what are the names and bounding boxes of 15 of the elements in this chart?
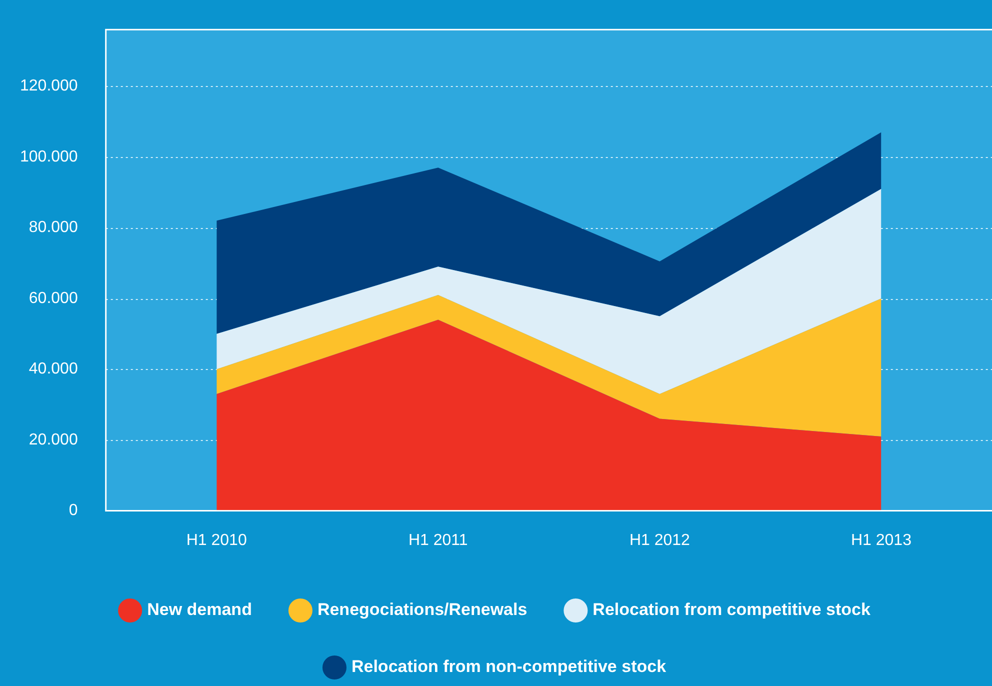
legend-label: New demand xyxy=(147,600,252,620)
y-tick-label: 100.000 xyxy=(20,148,78,166)
y-tick-label: 80.000 xyxy=(28,219,78,236)
y-tick-label: 120.000 xyxy=(20,78,78,95)
x-tick-label: H1 2010 xyxy=(186,532,247,549)
legend-label: Relocation from competitive stock xyxy=(592,600,871,620)
x-tick-label: H1 2011 xyxy=(408,532,468,549)
y-tick-label: 40.000 xyxy=(28,360,78,378)
x-tick-label: H1 2012 xyxy=(629,532,690,549)
y-tick-label: 0 xyxy=(68,502,78,520)
y-tick-label: 60.000 xyxy=(28,290,78,307)
legend-label: Renegociations/Renewals xyxy=(317,600,528,620)
y-tick-label: 20.000 xyxy=(28,431,78,448)
x-tick-label: H1 2013 xyxy=(850,532,912,549)
legend-label: Relocation from non-competitive stock xyxy=(351,657,667,676)
